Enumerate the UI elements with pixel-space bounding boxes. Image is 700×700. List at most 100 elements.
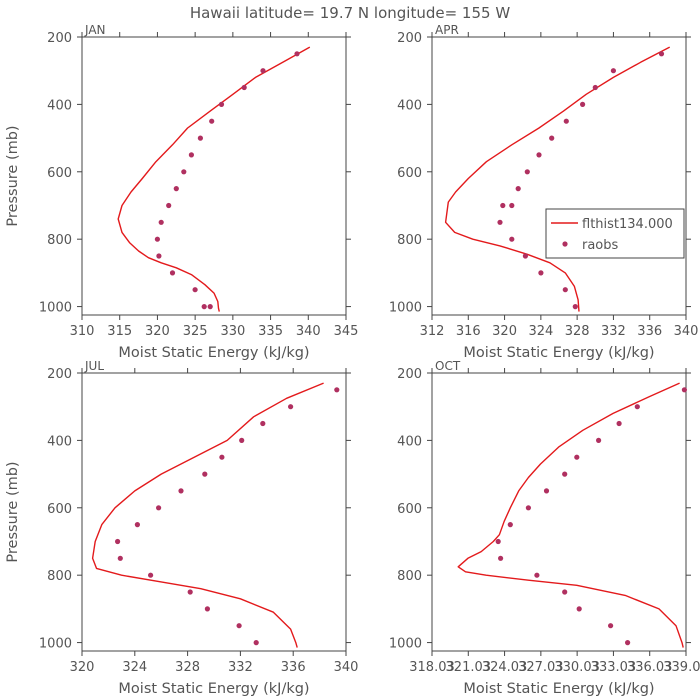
x-tick-label: 312: [420, 324, 445, 339]
chart-title: Hawaii latitude= 19.7 N longitude= 155 W: [190, 4, 510, 22]
obs-point: [681, 387, 688, 393]
obs-point: [534, 572, 540, 578]
obs-point: [115, 538, 121, 545]
x-tick-label: 340: [674, 324, 699, 339]
obs-point: [634, 404, 640, 410]
obs-point: [334, 387, 340, 393]
x-tick-label: 333.03: [591, 660, 637, 675]
obs-point: [156, 505, 162, 511]
obs-point: [134, 522, 140, 528]
x-tick-label: 332: [601, 324, 626, 339]
y-tick-label: 200: [47, 367, 72, 382]
obs-point: [294, 51, 300, 57]
y-tick-label: 400: [47, 98, 72, 113]
obs-point: [572, 304, 578, 310]
x-tick-label: 336.03: [627, 660, 673, 675]
model-line-jan: [117, 46, 311, 312]
x-axis-label: Moist Static Energy (kJ/kg): [118, 681, 309, 697]
obs-point: [253, 640, 259, 646]
obs-point: [538, 270, 544, 276]
obs-point: [156, 253, 162, 259]
obs-point: [543, 488, 550, 494]
obs-point: [580, 101, 586, 107]
panel-apr: APR 312 316 320 324 328 332 336 340 200 400 600 800 1…: [389, 23, 699, 361]
obs-point: [201, 304, 207, 310]
y-tick-label: 1000: [39, 301, 72, 316]
y-tick-label: 1000: [39, 637, 72, 652]
plot-frame-jul: [81, 372, 347, 652]
y-tick-label: 800: [397, 233, 422, 248]
panel-label-jan: JAN: [84, 23, 106, 37]
plot-frame-oct: [431, 372, 687, 652]
obs-point: [616, 420, 622, 427]
y-tick-label: 1000: [389, 301, 422, 316]
obs-point: [596, 437, 602, 443]
obs-point: [625, 640, 631, 646]
obs-point: [178, 488, 184, 494]
x-tick-label: 328: [565, 324, 590, 339]
obs-point: [562, 589, 568, 595]
panel-label-apr: APR: [435, 23, 459, 37]
y-tick-label: 200: [397, 367, 422, 382]
obs-point: [610, 68, 617, 74]
x-tick-label: 320: [70, 660, 95, 675]
obs-point: [509, 236, 515, 242]
legend-label-obs: raobs: [582, 238, 619, 253]
x-tick-label: 345: [334, 324, 359, 339]
x-tick-label: 324: [122, 660, 147, 675]
panel-jul: JUL 320 324 328 332 336 340 200 400 600 800 1000 Moi…: [5, 359, 358, 697]
obs-point: [148, 572, 154, 578]
x-tick-label: 320: [145, 324, 170, 339]
y-tick-label: 400: [47, 434, 72, 449]
obs-point: [288, 404, 294, 410]
obs-point: [154, 236, 160, 242]
obs-point: [173, 186, 179, 192]
model-line-apr: [444, 46, 671, 312]
x-tick-label: 340: [296, 324, 321, 339]
x-axis-label: Moist Static Energy (kJ/kg): [118, 345, 309, 361]
x-tick-label: 339.03: [663, 660, 700, 675]
obs-point: [509, 202, 515, 209]
legend: flthist134.000 raobs: [545, 208, 685, 259]
y-tick-label: 1000: [389, 637, 422, 652]
obs-point: [498, 555, 504, 561]
obs-point: [507, 522, 513, 528]
obs-point: [169, 270, 176, 276]
x-tick-label: 332: [228, 660, 253, 675]
y-axis-label: Pressure (mb): [5, 125, 21, 226]
obs-point: [495, 538, 501, 545]
x-tick-label: 320: [492, 324, 517, 339]
x-tick-label: 310: [70, 324, 95, 339]
obs-point: [260, 68, 266, 74]
y-axis-label: Pressure (mb): [5, 461, 21, 562]
obs-point: [166, 202, 172, 209]
y-tick-label: 800: [397, 569, 422, 584]
x-tick-label: 318.03: [409, 660, 455, 675]
obs-point: [562, 471, 568, 477]
obs-point: [524, 169, 530, 175]
obs-point: [536, 152, 542, 158]
obs-point: [202, 471, 208, 477]
obs-point: [260, 420, 266, 427]
obs-point: [562, 287, 568, 293]
obs-point: [209, 118, 215, 124]
x-axis-label: Moist Static Energy (kJ/kg): [463, 681, 654, 697]
x-tick-label: 330: [220, 324, 245, 339]
y-tick-label: 400: [397, 434, 422, 449]
x-tick-label: 315: [107, 324, 132, 339]
x-tick-label: 336: [281, 660, 306, 675]
obs-point: [497, 219, 503, 225]
y-tick-label: 600: [47, 166, 72, 181]
panel-label-oct: OCT: [435, 359, 461, 373]
obs-point: [204, 606, 210, 612]
obs-point: [574, 454, 580, 460]
obs-point: [500, 202, 506, 209]
obs-point: [576, 606, 582, 612]
obs-point: [525, 505, 532, 511]
obs-point: [197, 135, 203, 141]
y-tick-label: 200: [47, 31, 72, 46]
obs-point: [187, 589, 193, 595]
x-tick-label: 321.03: [446, 660, 492, 675]
x-tick-label: 316: [456, 324, 481, 339]
